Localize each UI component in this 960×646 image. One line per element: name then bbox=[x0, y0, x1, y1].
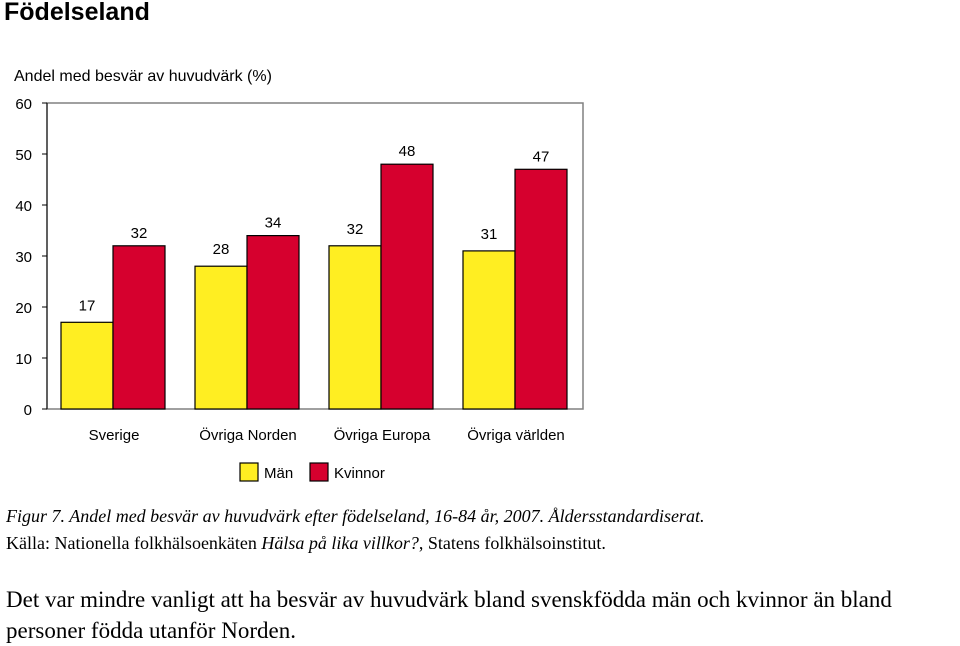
bar-män bbox=[328, 245, 382, 410]
data-label: 48 bbox=[399, 143, 416, 160]
caption-line-2: Källa: Nationella folkhälsoenkäten Hälsa… bbox=[6, 530, 704, 557]
y-tick-label: 20 bbox=[15, 300, 32, 317]
y-tick-label: 60 bbox=[15, 96, 32, 113]
y-tick-label: 10 bbox=[15, 351, 32, 368]
bar-män bbox=[194, 265, 248, 410]
legend-label: Män bbox=[264, 465, 293, 482]
legend-swatch-män bbox=[239, 462, 259, 482]
x-category-label: Övriga Norden bbox=[199, 426, 297, 444]
data-label: 28 bbox=[213, 241, 230, 258]
bar-chart: 0 10 20 30 40 50 60 17 32 Sverige 28 34 Övriga Norde… bbox=[15, 96, 584, 482]
chart-title: Andel med besvär av huvudvärk (%) bbox=[14, 68, 272, 85]
legend-swatch-kvinnor bbox=[309, 462, 329, 482]
data-label: 17 bbox=[79, 297, 96, 314]
figure-title: Andel med besvär av huvudvärk efter föde… bbox=[69, 506, 705, 526]
figure-caption: Figur 7. Andel med besvär av huvudvärk e… bbox=[6, 503, 704, 557]
bar-kvinnor bbox=[514, 168, 568, 410]
x-category-label: Övriga världen bbox=[467, 426, 565, 444]
page-heading: Födelseland bbox=[4, 0, 150, 26]
data-label: 47 bbox=[533, 148, 550, 165]
bar-kvinnor bbox=[112, 245, 166, 410]
bar-män bbox=[60, 321, 114, 410]
x-category-label: Övriga Europa bbox=[334, 426, 431, 444]
y-tick-label: 0 bbox=[24, 402, 32, 419]
data-label: 34 bbox=[265, 215, 282, 232]
bar-män bbox=[462, 250, 516, 410]
data-label: 32 bbox=[347, 221, 364, 238]
y-tick-label: 30 bbox=[15, 249, 32, 266]
data-label: 31 bbox=[481, 226, 498, 243]
y-tick-label: 40 bbox=[15, 198, 32, 215]
source-suffix: , Statens folkhälsoinstitut. bbox=[418, 533, 606, 553]
source-title: Hälsa på lika villkor? bbox=[261, 533, 419, 553]
source-prefix: Källa: Nationella folkhälsoenkäten bbox=[6, 533, 262, 553]
legend-label: Kvinnor bbox=[334, 465, 385, 482]
bar-kvinnor bbox=[380, 163, 434, 410]
figure-label: Figur 7. bbox=[6, 506, 66, 526]
body-paragraph: Det var mindre vanligt att ha besvär av … bbox=[6, 587, 892, 643]
bar-kvinnor bbox=[246, 235, 300, 410]
x-category-label: Sverige bbox=[89, 427, 140, 444]
caption-line-1: Figur 7. Andel med besvär av huvudvärk e… bbox=[6, 503, 704, 530]
data-label: 32 bbox=[131, 225, 148, 242]
y-tick-label: 50 bbox=[15, 147, 32, 164]
